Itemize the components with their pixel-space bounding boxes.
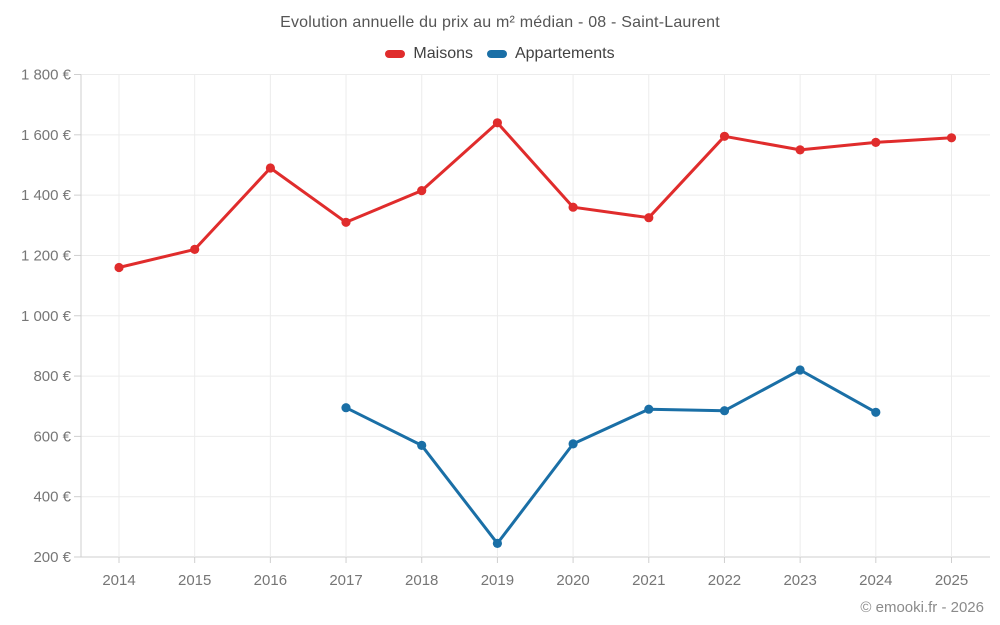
x-axis-label: 2025 <box>935 572 968 589</box>
x-axis-label: 2022 <box>708 572 741 589</box>
series-line-maisons <box>117 121 953 269</box>
y-axis-label: 600 € <box>33 428 71 445</box>
data-point-appartements-2021[interactable] <box>644 404 654 414</box>
data-point-appartements-2020[interactable] <box>568 439 578 449</box>
data-point-maisons-2021[interactable] <box>644 213 654 223</box>
data-point-maisons-2017[interactable] <box>341 217 351 227</box>
legend-label-appartements: Appartements <box>514 45 615 62</box>
data-point-maisons-2020[interactable] <box>568 202 578 212</box>
x-axis-label: 2015 <box>178 572 211 589</box>
y-axis-label: 800 € <box>33 368 71 385</box>
data-point-appartements-2018[interactable] <box>417 440 427 450</box>
y-axis-label: 1 600 € <box>21 127 72 144</box>
x-axis-label: 2018 <box>405 572 438 589</box>
chart-legend: Maisons Appartements <box>0 45 1000 63</box>
x-axis-label: 2021 <box>632 572 665 589</box>
data-point-maisons-2015[interactable] <box>190 244 200 254</box>
y-axis-label: 1 400 € <box>21 187 72 204</box>
x-axis-label: 2019 <box>481 572 514 589</box>
x-axis-label: 2017 <box>329 572 362 589</box>
x-axis-label: 2020 <box>556 572 589 589</box>
y-axis-label: 1 200 € <box>21 247 72 264</box>
data-point-appartements-2022[interactable] <box>719 406 730 416</box>
data-point-maisons-2023[interactable] <box>795 145 805 155</box>
x-axis-label: 2023 <box>783 572 816 589</box>
chart-title: Evolution annuelle du prix au m² médian … <box>280 14 720 31</box>
x-axis-label: 2014 <box>102 572 135 589</box>
legend-item-appartements[interactable]: Appartements <box>486 45 615 63</box>
data-point-maisons-2024[interactable] <box>871 137 881 147</box>
data-point-maisons-2018[interactable] <box>417 186 427 196</box>
data-point-appartements-2017[interactable] <box>341 403 351 413</box>
data-point-appartements-2023[interactable] <box>795 365 805 375</box>
data-point-maisons-2022[interactable] <box>719 131 730 141</box>
y-axis-label: 400 € <box>33 489 71 506</box>
y-axis-label: 1 800 € <box>21 67 72 84</box>
data-point-maisons-2014[interactable] <box>114 262 124 273</box>
appartements-series-swatch-icon <box>486 50 507 58</box>
legend-item-maisons[interactable]: Maisons <box>385 45 473 63</box>
y-axis-label: 1 000 € <box>21 308 72 325</box>
data-point-appartements-2024[interactable] <box>871 407 881 417</box>
x-axis-label: 2016 <box>254 572 287 589</box>
data-point-maisons-2019[interactable] <box>492 118 502 128</box>
legend-label-maisons: Maisons <box>413 45 473 62</box>
series-line-appartements <box>344 368 878 545</box>
footer-credit: © emooki.fr - 2026 <box>860 599 984 616</box>
data-point-appartements-2019[interactable] <box>492 538 502 549</box>
maisons-series-swatch-icon <box>385 50 406 58</box>
data-point-maisons-2016[interactable] <box>265 163 275 173</box>
data-point-maisons-2025[interactable] <box>946 133 957 143</box>
x-axis-label: 2024 <box>859 572 892 589</box>
y-axis-label: 200 € <box>33 549 71 566</box>
